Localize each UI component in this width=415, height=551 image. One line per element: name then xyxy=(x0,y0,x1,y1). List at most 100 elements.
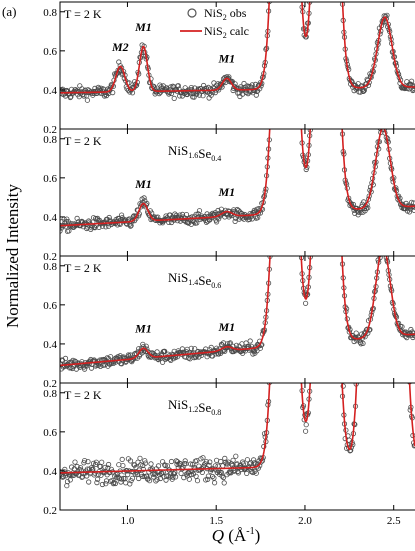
observed-point xyxy=(271,177,275,181)
observed-point xyxy=(311,184,315,188)
magnetic-peak-label: M1 xyxy=(134,322,152,336)
panel-4-composition: NiS1.2Se0.8 xyxy=(168,397,221,417)
observed-point xyxy=(149,462,153,466)
observed-point xyxy=(299,115,303,119)
observed-point xyxy=(270,70,274,74)
observed-point xyxy=(304,423,308,427)
observed-point xyxy=(277,21,281,25)
observed-point xyxy=(383,250,387,254)
observed-point xyxy=(309,365,313,369)
observed-point xyxy=(382,75,386,79)
observed-point xyxy=(269,347,273,351)
observed-point xyxy=(338,195,342,199)
observed-point xyxy=(295,277,299,281)
observed-point xyxy=(340,250,344,254)
observed-point xyxy=(338,90,342,94)
observed-point xyxy=(310,345,314,349)
y-tick-label: 0.8 xyxy=(43,7,57,19)
observed-point xyxy=(383,125,387,129)
panel-3-composition-sub-0: 1.4 xyxy=(188,278,198,287)
x-axis-label-unit: (Å xyxy=(224,526,247,545)
figure-label: (a) xyxy=(2,4,16,19)
y-tick-label: 0.4 xyxy=(43,85,57,97)
observed-point xyxy=(297,196,301,200)
observed-point xyxy=(333,16,337,20)
observed-point xyxy=(383,251,387,255)
observed-point xyxy=(316,121,320,125)
observed-point xyxy=(333,140,337,144)
observed-point xyxy=(233,219,237,223)
observed-point xyxy=(336,27,340,31)
observed-point xyxy=(381,84,385,88)
observed-point xyxy=(314,180,318,184)
observed-point xyxy=(273,193,277,197)
panel-2-frame xyxy=(60,129,415,256)
y-tick-label: 0.8 xyxy=(43,261,57,273)
observed-point xyxy=(273,73,277,77)
x-tick-label: 2.0 xyxy=(298,515,312,527)
observed-point xyxy=(299,249,303,253)
observed-point xyxy=(298,102,302,106)
observed-point xyxy=(290,37,294,41)
observed-point xyxy=(276,83,280,87)
observed-point xyxy=(383,65,387,69)
observed-point xyxy=(338,339,342,343)
observed-point xyxy=(275,132,279,136)
observed-point xyxy=(154,479,158,483)
observed-point xyxy=(380,96,384,100)
panel-2-composition: NiS1.6Se0.4 xyxy=(168,143,221,163)
observed-point xyxy=(318,17,322,21)
observed-point xyxy=(381,248,385,252)
observed-point xyxy=(273,220,277,224)
observed-point xyxy=(317,72,321,76)
observed-point xyxy=(296,41,300,45)
observed-point xyxy=(295,18,299,22)
panel-2-composition-sub-1: 0.4 xyxy=(211,154,221,163)
observed-point xyxy=(85,98,89,102)
observed-point xyxy=(169,459,173,463)
y-tick-label: 0.2 xyxy=(43,505,57,517)
observed-point xyxy=(338,323,342,327)
observed-point xyxy=(292,8,296,12)
observed-point xyxy=(357,280,361,284)
observed-point xyxy=(340,376,344,380)
observed-point xyxy=(310,324,314,328)
observed-point xyxy=(310,214,314,218)
observed-point xyxy=(383,44,387,48)
observed-point xyxy=(360,168,364,172)
observed-point xyxy=(334,48,338,52)
y-tick-label: 0.8 xyxy=(43,134,57,146)
observed-point xyxy=(318,32,322,36)
observed-point xyxy=(297,75,301,79)
observed-point xyxy=(334,73,338,77)
observed-point xyxy=(212,481,216,485)
observed-point xyxy=(362,69,366,73)
observed-point xyxy=(299,123,303,127)
observed-point xyxy=(381,103,385,107)
observed-point xyxy=(269,222,273,226)
y-axis-label: Normalized Intensity xyxy=(3,184,22,328)
observed-point xyxy=(381,124,385,128)
observed-point xyxy=(400,123,404,127)
y-tick-label: 0.6 xyxy=(43,427,57,439)
observed-point xyxy=(270,310,274,314)
observed-point xyxy=(312,33,316,37)
observed-point xyxy=(234,454,238,458)
observed-point xyxy=(274,168,278,172)
panel-4-composition-part-1: Se xyxy=(198,400,211,415)
observed-point xyxy=(313,244,317,248)
observed-point xyxy=(312,277,316,281)
panel-1-frame xyxy=(60,2,415,129)
observed-point xyxy=(314,202,318,206)
observed-point xyxy=(292,158,296,162)
observed-point xyxy=(294,215,298,219)
panel-3-composition-part-0: NiS xyxy=(168,270,188,285)
observed-point xyxy=(379,105,383,109)
observed-point xyxy=(303,429,307,433)
observed-point xyxy=(312,279,316,283)
x-axis-label-close: ) xyxy=(255,526,261,545)
panel-4-temperature: T = 2 K xyxy=(64,388,102,402)
magnetic-peak-label: M2 xyxy=(111,40,129,54)
